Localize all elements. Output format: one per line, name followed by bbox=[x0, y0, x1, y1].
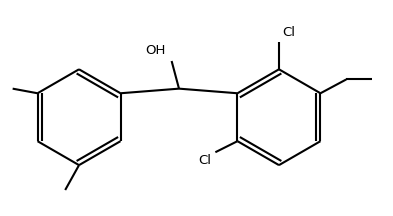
Text: OH: OH bbox=[145, 44, 165, 57]
Text: Cl: Cl bbox=[199, 154, 212, 167]
Text: Cl: Cl bbox=[283, 26, 296, 39]
